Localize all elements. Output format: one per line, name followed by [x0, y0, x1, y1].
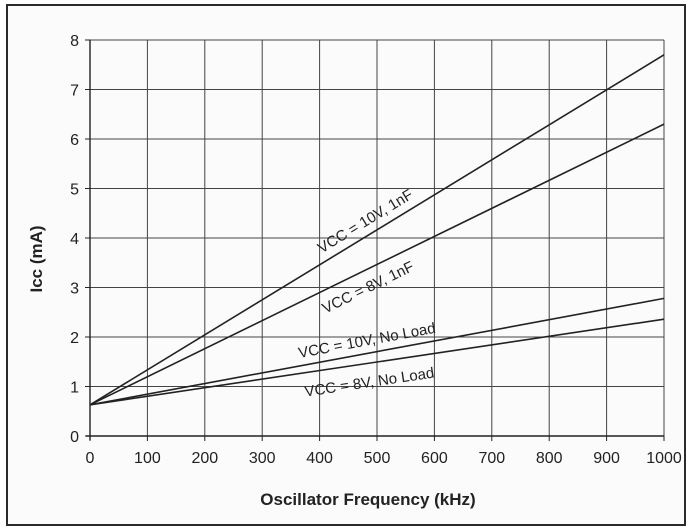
x-tick-label: 300	[249, 450, 276, 467]
x-tick-label: 800	[536, 450, 563, 467]
series-line	[89, 54, 665, 406]
series-lines	[89, 54, 665, 406]
x-tick-label: 900	[593, 450, 620, 467]
y-tick-label: 2	[70, 330, 79, 347]
chart-frame: 0 100 200 300 400 500 600 700 800 900 1000 0 1 2 3 4 5 6 7…	[6, 4, 686, 526]
y-tick-label: 8	[70, 33, 79, 50]
x-tick-label: 500	[364, 450, 391, 467]
y-axis-title: Icc (mA)	[27, 225, 46, 292]
y-tick-label: 7	[70, 83, 79, 100]
chart-svg: 0 100 200 300 400 500 600 700 800 900 1000 0 1 2 3 4 5 6 7…	[27, 33, 682, 509]
y-tick-label: 5	[70, 182, 79, 199]
series-line	[89, 297, 665, 406]
x-tick-label: 200	[191, 450, 218, 467]
y-tick-label: 0	[70, 429, 79, 446]
series-label: VCC = 10V, 1nF	[315, 186, 416, 257]
x-axis-title: Oscillator Frequency (kHz)	[260, 490, 475, 509]
x-tick-label: 1000	[646, 450, 682, 467]
series-line	[89, 123, 665, 406]
x-tick-label: 700	[478, 450, 505, 467]
y-tick-label: 3	[70, 281, 79, 298]
x-tick-label: 100	[134, 450, 161, 467]
y-tick-label: 4	[70, 231, 79, 248]
series-line	[89, 318, 665, 406]
y-tick-label: 6	[70, 132, 79, 149]
x-tick-label: 400	[306, 450, 333, 467]
axes: 0 100 200 300 400 500 600 700 800 900 1000 0 1 2 3 4 5 6 7…	[70, 33, 682, 467]
y-tick-label: 1	[70, 380, 79, 397]
x-tick-label: 600	[421, 450, 448, 467]
x-tick-label: 0	[86, 450, 95, 467]
